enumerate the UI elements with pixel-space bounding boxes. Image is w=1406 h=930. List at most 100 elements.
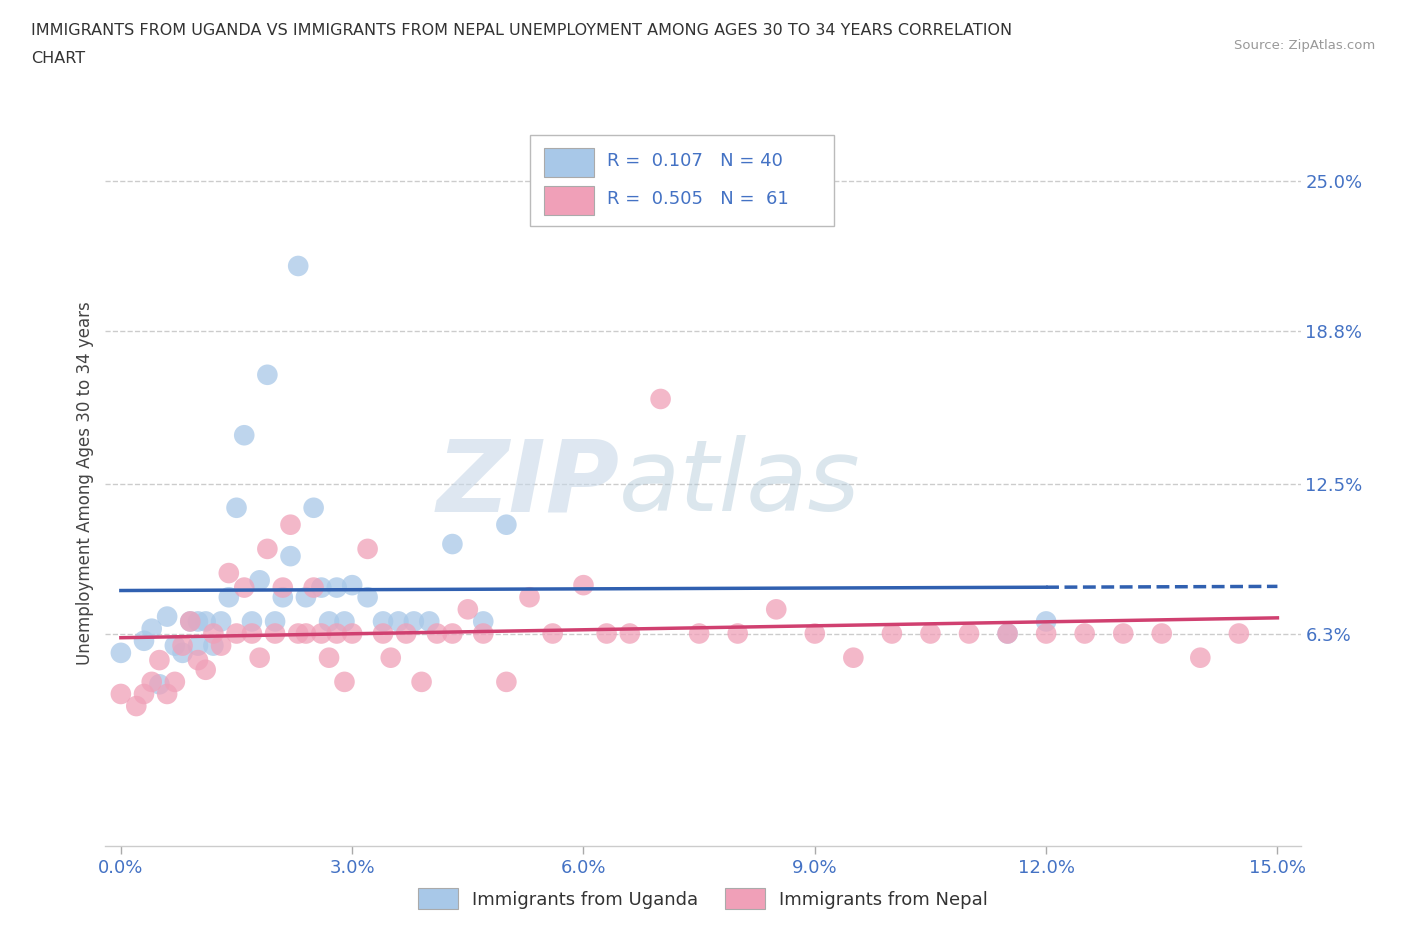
Point [264, 614, 287, 629]
Point [418, 614, 440, 629]
Point [271, 590, 294, 604]
Point [1189, 650, 1212, 665]
Point [218, 565, 240, 580]
Point [256, 541, 278, 556]
Point [225, 500, 247, 515]
Point [209, 614, 232, 629]
Point [148, 653, 170, 668]
Point [125, 698, 148, 713]
Text: atlas: atlas [619, 435, 860, 532]
Point [957, 626, 980, 641]
Point [333, 674, 356, 689]
Text: R =  0.505   N =  61: R = 0.505 N = 61 [607, 191, 789, 208]
Point [110, 686, 132, 701]
Point [426, 626, 449, 641]
FancyBboxPatch shape [530, 136, 835, 226]
Point [326, 580, 349, 595]
Point [202, 626, 225, 641]
Point [295, 590, 318, 604]
FancyBboxPatch shape [544, 148, 595, 177]
Point [595, 626, 617, 641]
Point [240, 626, 263, 641]
Point [495, 517, 517, 532]
Point [240, 614, 263, 629]
Point [318, 650, 340, 665]
Point [156, 609, 179, 624]
Point [997, 626, 1019, 641]
Point [380, 650, 402, 665]
Point [356, 541, 378, 556]
Point [387, 614, 409, 629]
Point [472, 626, 495, 641]
FancyBboxPatch shape [544, 186, 595, 215]
Point [311, 626, 333, 641]
Point [371, 626, 394, 641]
Point [1227, 626, 1250, 641]
Point [495, 674, 517, 689]
Point [457, 602, 479, 617]
Point [233, 580, 256, 595]
Point [650, 392, 672, 406]
Point [1073, 626, 1095, 641]
Point [280, 549, 302, 564]
Point [218, 590, 240, 604]
Point [411, 674, 433, 689]
Point [997, 626, 1019, 641]
Point [141, 621, 163, 636]
Point [194, 614, 217, 629]
Point [395, 626, 418, 641]
Point [688, 626, 710, 641]
Point [179, 614, 201, 629]
Point [302, 500, 325, 515]
Point [441, 626, 464, 641]
Point [302, 580, 325, 595]
Point [209, 638, 232, 653]
Point [194, 662, 217, 677]
Point [326, 626, 349, 641]
Point [402, 614, 425, 629]
Point [356, 590, 378, 604]
Point [256, 367, 278, 382]
Point [187, 614, 209, 629]
Point [132, 633, 155, 648]
Point [311, 580, 333, 595]
Point [727, 626, 749, 641]
Point [172, 638, 194, 653]
Point [156, 686, 179, 701]
Point [264, 626, 287, 641]
Text: IMMIGRANTS FROM UGANDA VS IMMIGRANTS FROM NEPAL UNEMPLOYMENT AMONG AGES 30 TO 34: IMMIGRANTS FROM UGANDA VS IMMIGRANTS FRO… [31, 23, 1012, 38]
Point [280, 517, 302, 532]
Point [233, 428, 256, 443]
Point [163, 674, 186, 689]
Point [148, 677, 170, 692]
Point [287, 259, 309, 273]
Text: R =  0.107   N = 40: R = 0.107 N = 40 [607, 152, 783, 170]
Text: ZIP: ZIP [436, 435, 619, 532]
Point [187, 638, 209, 653]
Point [572, 578, 595, 592]
Point [318, 614, 340, 629]
Text: CHART: CHART [31, 51, 84, 66]
Point [1150, 626, 1173, 641]
Point [340, 578, 363, 592]
Legend: Immigrants from Uganda, Immigrants from Nepal: Immigrants from Uganda, Immigrants from … [411, 881, 995, 916]
Text: Source: ZipAtlas.com: Source: ZipAtlas.com [1234, 39, 1375, 52]
Point [619, 626, 641, 641]
Point [441, 537, 464, 551]
Point [472, 614, 495, 629]
Point [187, 653, 209, 668]
Point [287, 626, 309, 641]
Point [179, 614, 201, 629]
Point [225, 626, 247, 641]
Point [880, 626, 903, 641]
Point [1035, 614, 1057, 629]
Point [172, 645, 194, 660]
Point [333, 614, 356, 629]
Point [249, 650, 271, 665]
Point [519, 590, 541, 604]
Point [371, 614, 394, 629]
Point [132, 686, 155, 701]
Point [765, 602, 787, 617]
Point [271, 580, 294, 595]
Point [340, 626, 363, 641]
